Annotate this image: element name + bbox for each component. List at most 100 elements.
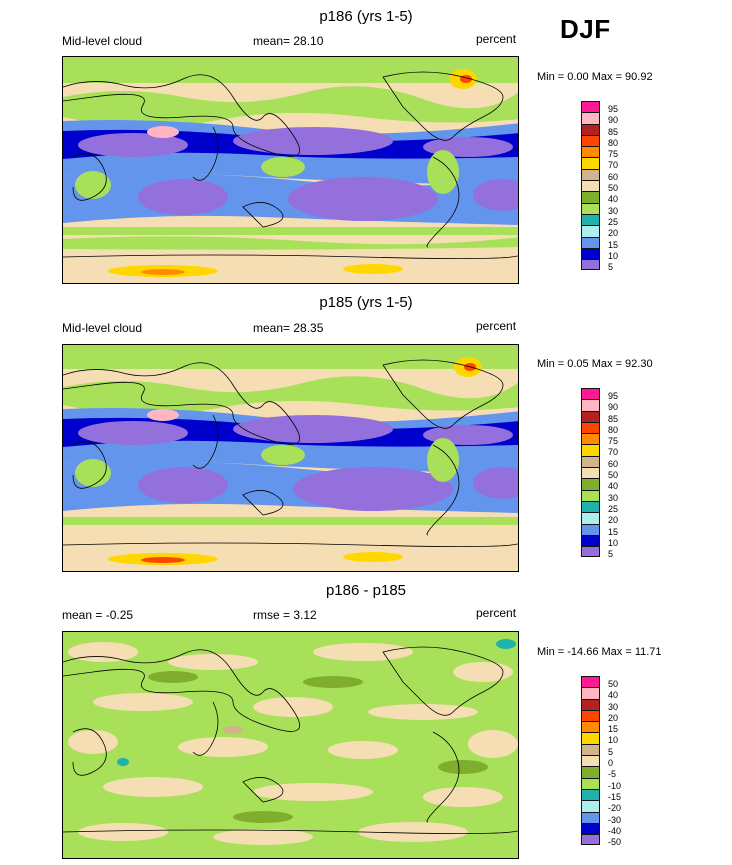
colorbar-label: -20: [608, 803, 622, 814]
colorbar-label: 50: [608, 470, 619, 481]
panel-2-field-label: Mid-level cloud: [62, 321, 143, 335]
colorbar-swatch: [581, 500, 600, 513]
colorbar-label: -40: [608, 825, 622, 836]
panel-2-mean: mean= 28.35: [253, 321, 324, 335]
colorbar-swatch: [581, 822, 600, 835]
colorbar-label: 50: [608, 183, 619, 194]
colorbar-label: 10: [608, 735, 619, 746]
colorbar-label: -10: [608, 780, 622, 791]
colorbar-swatch: [581, 399, 600, 411]
colorbar-swatch: [581, 721, 600, 733]
colorbar-swatch: [581, 512, 600, 524]
colorbar-swatch: [581, 455, 600, 468]
colorbar-label: 60: [608, 171, 619, 182]
colorbar-swatch: [581, 259, 600, 271]
colorbar-label: 90: [608, 402, 619, 413]
colorbar-swatch: [581, 410, 600, 422]
colorbar-label: 30: [608, 205, 619, 216]
colorbar-swatch: [581, 433, 600, 445]
panel-1-colorbar: [581, 101, 600, 271]
panel-2-units: percent: [476, 319, 517, 333]
colorbar-label: 95: [608, 104, 619, 114]
colorbar-label: 25: [608, 216, 619, 227]
season-label: DJF: [560, 14, 611, 44]
colorbar-swatch: [581, 168, 600, 181]
colorbar-label: 10: [608, 250, 619, 261]
colorbar-swatch: [581, 834, 600, 846]
colorbar-label: 95: [608, 391, 619, 401]
colorbar-swatch: [581, 157, 600, 169]
panel-3-colorbar-labels: 50 40 30 20 15 10 5 0 -5 -10 -15 -20 -30 -40 -50: [608, 679, 621, 848]
colorbar-swatch: [581, 523, 600, 535]
colorbar-label: 85: [608, 126, 619, 137]
colorbar-label: 80: [608, 137, 619, 148]
colorbar-swatch: [581, 444, 600, 456]
panel-2-map: [62, 344, 519, 572]
colorbar-swatch: [581, 489, 600, 501]
colorbar-label: 0: [608, 758, 614, 769]
colorbar-label: 5: [608, 746, 614, 757]
colorbar-label: 15: [608, 239, 619, 250]
colorbar-swatch: [581, 755, 600, 767]
colorbar-swatch: [581, 202, 600, 214]
colorbar-label: 30: [608, 492, 619, 503]
colorbar-label: 50: [608, 679, 619, 689]
colorbar-label: 80: [608, 424, 619, 435]
colorbar-swatch: [581, 180, 600, 192]
colorbar-swatch: [581, 101, 600, 113]
colorbar-label: 40: [608, 690, 619, 701]
colorbar-swatch: [581, 191, 600, 203]
panel-2-minmax: Min = 0.05 Max = 92.30: [537, 358, 653, 370]
colorbar-swatch: [581, 732, 600, 744]
colorbar-swatch: [581, 146, 600, 158]
colorbar-label: 40: [608, 194, 619, 205]
colorbar-label: 40: [608, 481, 619, 492]
colorbar-swatch: [581, 421, 600, 434]
colorbar-swatch: [581, 213, 600, 226]
colorbar-label: 75: [608, 436, 619, 447]
panel-3-mean: mean = -0.25: [62, 608, 134, 622]
colorbar-label: 25: [608, 503, 619, 514]
colorbar-swatch: [581, 698, 600, 710]
colorbar-swatch: [581, 546, 600, 558]
panel-2-title: p185 (yrs 1-5): [319, 294, 413, 311]
colorbar-swatch: [581, 123, 600, 135]
panel-3-rmse: rmse = 3.12: [253, 608, 317, 622]
colorbar-label: 20: [608, 515, 619, 526]
colorbar-swatch: [581, 134, 600, 147]
colorbar-swatch: [581, 687, 600, 699]
colorbar-label: 70: [608, 447, 619, 458]
panel-3-colorbar: [581, 676, 600, 846]
colorbar-swatch: [581, 388, 600, 400]
panel-1-mean: mean= 28.10: [253, 34, 324, 48]
colorbar-label: 70: [608, 160, 619, 171]
panel-1-field-label: Mid-level cloud: [62, 34, 143, 48]
colorbar-swatch: [581, 225, 600, 237]
panel-1-minmax: Min = 0.00 Max = 90.92: [537, 71, 653, 83]
colorbar-label: 85: [608, 413, 619, 424]
panel-1-title: p186 (yrs 1-5): [319, 8, 413, 25]
colorbar-label: 10: [608, 537, 619, 548]
colorbar-label: 5: [608, 262, 614, 273]
colorbar-label: -30: [608, 814, 622, 825]
colorbar-label: 20: [608, 228, 619, 239]
colorbar-label: 60: [608, 458, 619, 469]
colorbar-label: -15: [608, 791, 622, 802]
panel-1-units: percent: [476, 32, 517, 46]
panel-3-map: [62, 631, 519, 859]
panel-3-units: percent: [476, 606, 517, 620]
panel-1-colorbar-labels: 95 90 85 80 75 70 60 50 40 30 25 20 15 10 5: [608, 104, 618, 273]
colorbar-swatch: [581, 800, 600, 812]
colorbar-swatch: [581, 676, 600, 688]
colorbar-label: 15: [608, 724, 619, 735]
colorbar-swatch: [581, 743, 600, 756]
colorbar-label: 90: [608, 115, 619, 126]
colorbar-swatch: [581, 811, 600, 823]
colorbar-swatch: [581, 709, 600, 722]
colorbar-swatch: [581, 112, 600, 124]
colorbar-swatch: [581, 777, 600, 789]
panel-3-minmax: Min = -14.66 Max = 11.71: [537, 646, 662, 658]
colorbar-label: 15: [608, 526, 619, 537]
colorbar-swatch: [581, 467, 600, 479]
colorbar-label: 20: [608, 712, 619, 723]
